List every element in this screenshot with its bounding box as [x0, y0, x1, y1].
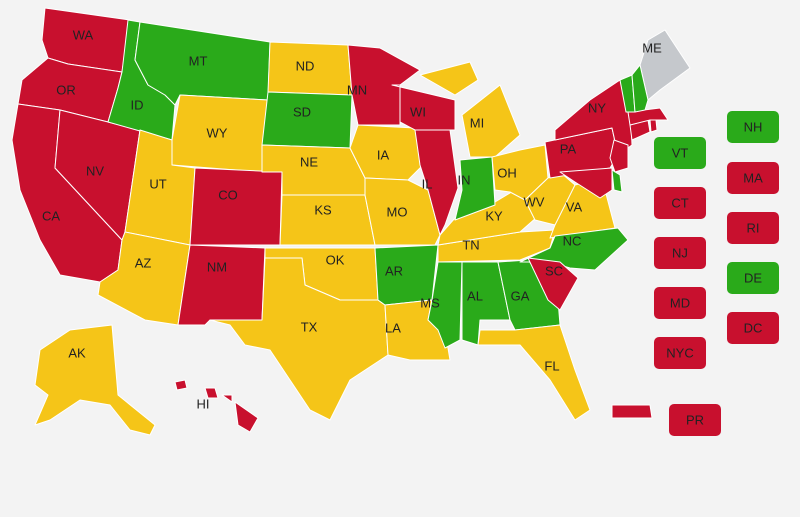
- state-label: WI: [410, 104, 426, 119]
- state-label: OK: [326, 252, 345, 267]
- state-label: WV: [524, 194, 545, 209]
- state[interactable]: [171, 94, 269, 173]
- state[interactable]: [414, 129, 459, 236]
- state-box-label: MD: [670, 295, 690, 310]
- state-box-label: NYC: [666, 345, 693, 360]
- state-label: NE: [300, 154, 318, 169]
- state-box-label: NH: [744, 119, 763, 134]
- state-box-label: DC: [744, 320, 763, 335]
- state-box[interactable]: [654, 237, 706, 269]
- state-label: GA: [511, 288, 530, 303]
- state-label: IN: [458, 172, 471, 187]
- state-box-label: NJ: [672, 245, 688, 260]
- state-box[interactable]: [727, 262, 779, 294]
- state-label: TX: [301, 319, 318, 334]
- state-label: CO: [218, 187, 238, 202]
- state-label: UT: [149, 176, 166, 191]
- state-label: IL: [422, 176, 433, 191]
- state[interactable]: [189, 167, 283, 246]
- state-box[interactable]: [654, 287, 706, 319]
- state[interactable]: [364, 177, 441, 246]
- state[interactable]: [454, 156, 496, 221]
- state[interactable]: [34, 324, 156, 436]
- state-label: MO: [387, 204, 408, 219]
- state-label: AR: [385, 263, 403, 278]
- state-label: SD: [293, 104, 311, 119]
- state-label: MI: [470, 115, 484, 130]
- state-box[interactable]: [727, 212, 779, 244]
- state[interactable]: [609, 139, 629, 173]
- state[interactable]: [611, 404, 653, 419]
- state-label: ME: [642, 40, 662, 55]
- state-label: NV: [86, 163, 104, 178]
- state-label: AL: [467, 288, 483, 303]
- state-label: SC: [545, 263, 563, 278]
- state-box-label: DE: [744, 270, 762, 285]
- state-label: IA: [377, 147, 390, 162]
- state-label: MT: [189, 53, 208, 68]
- state[interactable]: [177, 244, 266, 326]
- state[interactable]: [261, 91, 353, 149]
- state-label: KY: [485, 208, 503, 223]
- state-label: MN: [347, 82, 367, 97]
- state-label: OH: [497, 165, 517, 180]
- state[interactable]: [419, 61, 521, 158]
- state[interactable]: [631, 64, 649, 113]
- state-label: WA: [73, 27, 94, 42]
- state-box-label: CT: [671, 195, 688, 210]
- state-box[interactable]: [727, 312, 779, 344]
- state[interactable]: [391, 84, 456, 131]
- state-box[interactable]: [654, 187, 706, 219]
- state-label: NC: [563, 233, 582, 248]
- state-label: MS: [420, 295, 440, 310]
- state-box[interactable]: [727, 111, 779, 143]
- state-label: AK: [68, 345, 86, 360]
- state-label: ND: [296, 58, 315, 73]
- state-box[interactable]: [654, 337, 706, 369]
- state-label: LA: [385, 320, 401, 335]
- state-label: KS: [314, 202, 332, 217]
- state-label: NM: [207, 259, 227, 274]
- state[interactable]: [174, 379, 259, 433]
- state-box-label: RI: [747, 220, 760, 235]
- state-label: AZ: [135, 255, 152, 270]
- state[interactable]: [477, 324, 591, 421]
- state-box[interactable]: [654, 137, 706, 169]
- state-box-label: MA: [743, 170, 763, 185]
- state-box[interactable]: [669, 404, 721, 436]
- state-label: PA: [560, 141, 577, 156]
- state[interactable]: [559, 167, 613, 199]
- state-label: TN: [462, 237, 479, 252]
- state-label: ID: [131, 97, 144, 112]
- state-box-label: PR: [686, 412, 704, 427]
- state[interactable]: [209, 257, 389, 421]
- state[interactable]: [627, 107, 669, 126]
- state-label: WY: [207, 125, 228, 140]
- state-box[interactable]: [727, 162, 779, 194]
- state-label: VA: [566, 199, 583, 214]
- state-label: FL: [544, 358, 559, 373]
- state-label: CA: [42, 208, 60, 223]
- state[interactable]: [527, 257, 579, 311]
- state-label: HI: [197, 396, 210, 411]
- state[interactable]: [554, 79, 633, 156]
- state[interactable]: [611, 169, 623, 193]
- state-box-label: VT: [672, 145, 689, 160]
- state[interactable]: [649, 119, 658, 133]
- state-label: NY: [588, 100, 606, 115]
- state-label: OR: [56, 82, 76, 97]
